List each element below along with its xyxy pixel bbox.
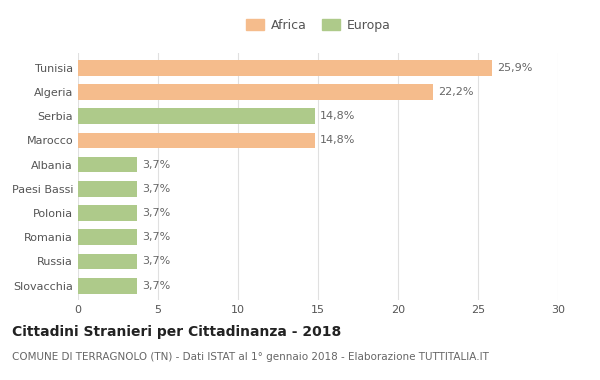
Text: Cittadini Stranieri per Cittadinanza - 2018: Cittadini Stranieri per Cittadinanza - 2… [12,325,341,339]
Text: COMUNE DI TERRAGNOLO (TN) - Dati ISTAT al 1° gennaio 2018 - Elaborazione TUTTITA: COMUNE DI TERRAGNOLO (TN) - Dati ISTAT a… [12,352,489,361]
Bar [78,84,433,100]
Bar [78,60,493,76]
Text: 3,7%: 3,7% [142,184,170,194]
Bar [78,108,315,124]
Text: 25,9%: 25,9% [497,63,533,73]
Legend: Africa, Europa: Africa, Europa [242,15,394,35]
Text: 22,2%: 22,2% [438,87,473,97]
Text: 3,7%: 3,7% [142,232,170,242]
Text: 14,8%: 14,8% [320,111,355,121]
Text: 14,8%: 14,8% [320,135,355,146]
Text: 3,7%: 3,7% [142,256,170,266]
Bar [78,230,137,245]
Text: 3,7%: 3,7% [142,281,170,291]
Bar [78,253,137,269]
Text: 3,7%: 3,7% [142,208,170,218]
Text: 3,7%: 3,7% [142,160,170,169]
Bar [78,278,137,293]
Bar [78,133,315,148]
Bar [78,181,137,197]
Bar [78,205,137,221]
Bar [78,157,137,173]
